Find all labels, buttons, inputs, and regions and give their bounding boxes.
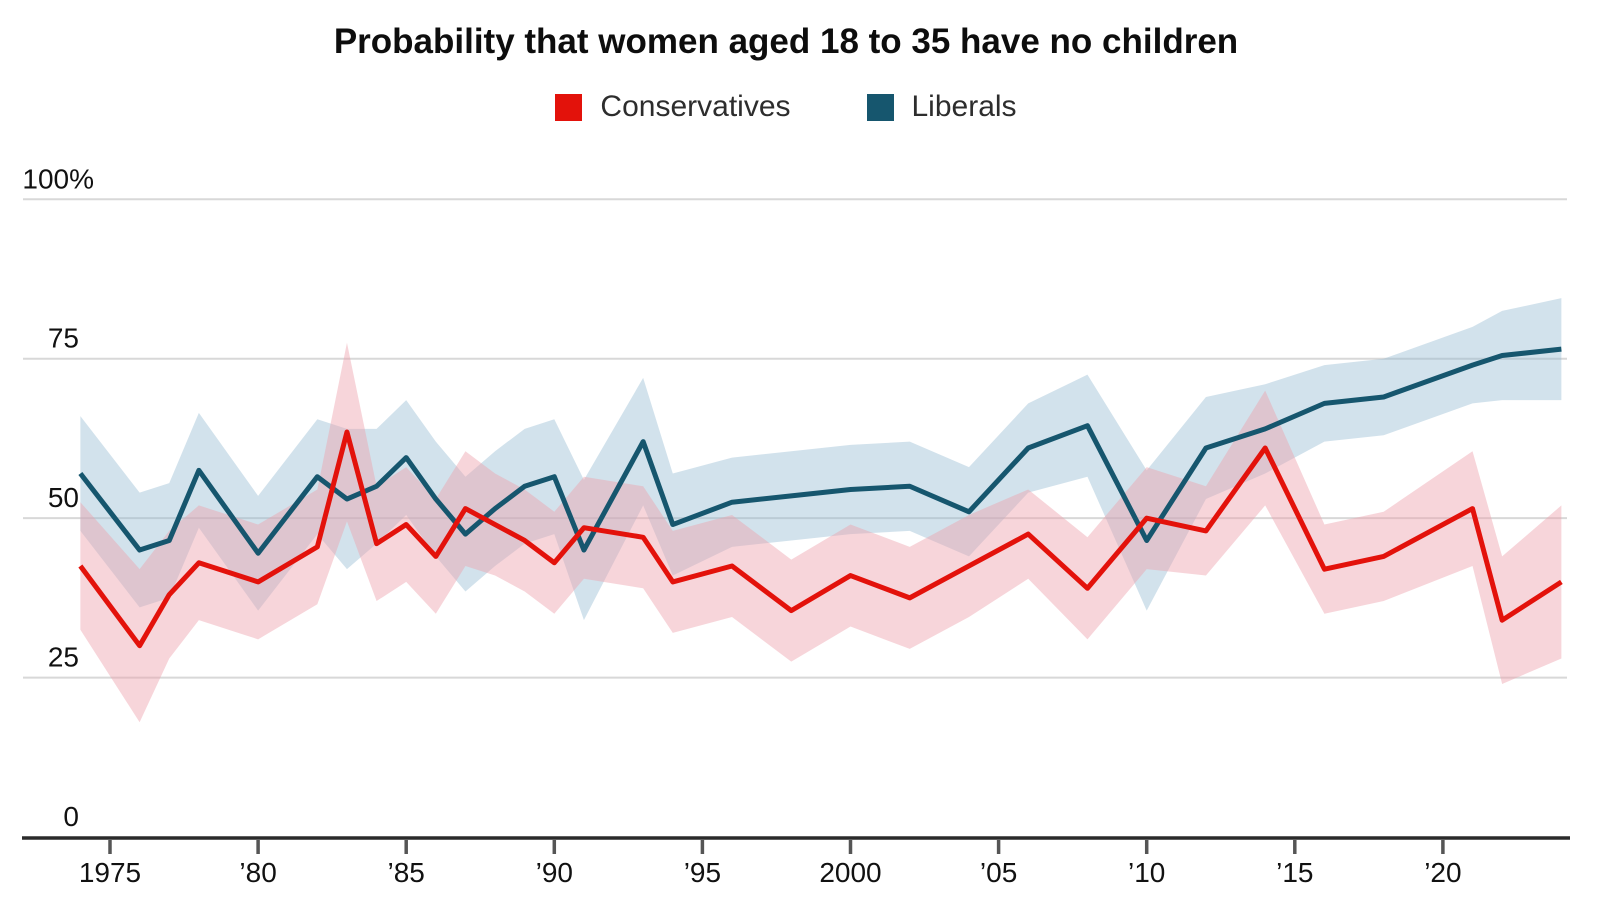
y-axis-label-0: 0: [63, 801, 79, 832]
band-conservatives: [80, 342, 1562, 723]
x-axis-label-1995: ’95: [684, 857, 721, 888]
liberals-swatch-icon: [866, 93, 894, 121]
x-axis-label-2015: ’15: [1276, 857, 1313, 888]
line-conservatives: [78, 429, 1563, 649]
x-axis-label-2000: 2000: [819, 857, 881, 888]
x-axis-label-2020: ’20: [1424, 857, 1461, 888]
y-axis-label-50: 50: [48, 482, 79, 513]
conservatives-swatch-icon: [555, 93, 583, 121]
band-liberals: [80, 298, 1562, 621]
x-axis-label-1990: ’90: [536, 857, 573, 888]
legend-label-conservatives: Conservatives: [600, 90, 791, 123]
x-axis-label-2005: ’05: [980, 857, 1017, 888]
chart-title: Probability that women aged 18 to 35 hav…: [333, 22, 1239, 61]
x-axis-label-1980: ’80: [239, 857, 276, 888]
y-axis-label-100: 100%: [22, 163, 94, 194]
legend-item-liberals: Liberals: [866, 90, 1017, 124]
x-axis-label-1985: ’85: [388, 857, 425, 888]
y-axis-label-75: 75: [48, 323, 79, 354]
chart-legend: Conservatives Liberals: [0, 90, 1572, 124]
x-axis-label-2010: ’10: [1128, 857, 1165, 888]
line-liberals: [78, 346, 1562, 556]
y-axis-label-25: 25: [48, 642, 79, 673]
x-axis-label-1975: 1975: [79, 857, 141, 888]
legend-item-conservatives: Conservatives: [555, 90, 791, 124]
legend-label-liberals: Liberals: [911, 90, 1017, 123]
